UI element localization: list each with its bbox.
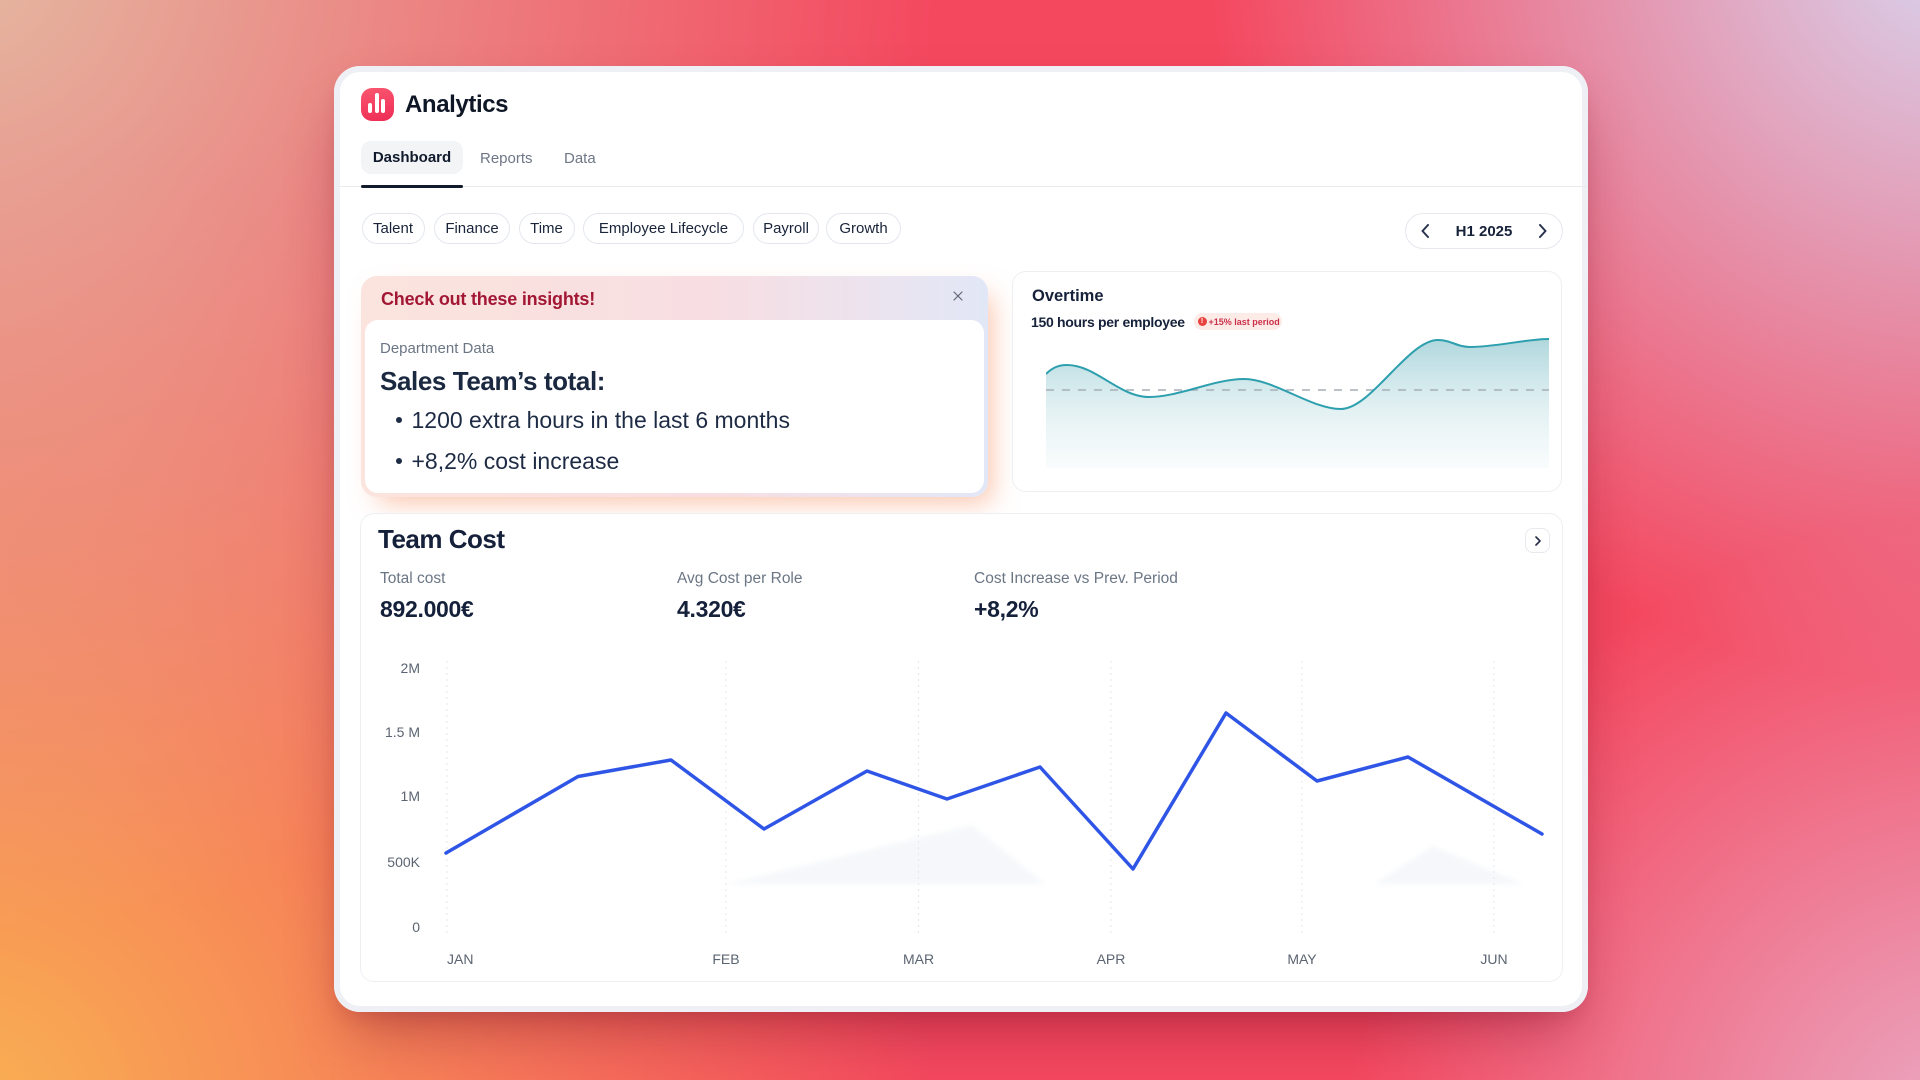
svg-text:JAN: JAN [447,951,473,967]
svg-text:FEB: FEB [712,951,739,967]
svg-text:APR: APR [1097,951,1126,967]
svg-text:1.5 M: 1.5 M [385,724,420,740]
svg-text:500K: 500K [387,854,420,870]
svg-text:JUN: JUN [1480,951,1507,967]
svg-text:0: 0 [412,919,420,935]
svg-text:MAY: MAY [1287,951,1317,967]
svg-text:1M: 1M [401,788,420,804]
svg-text:MAR: MAR [903,951,934,967]
svg-text:2M: 2M [401,660,420,676]
